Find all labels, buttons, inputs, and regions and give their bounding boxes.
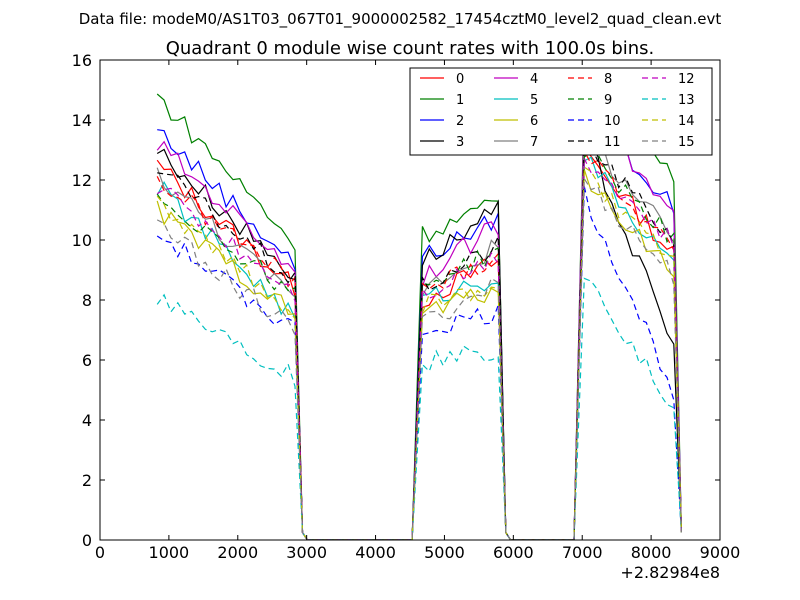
y-tick-label: 14 bbox=[72, 111, 92, 130]
x-tick-label: 8000 bbox=[631, 543, 672, 562]
series-line-12 bbox=[156, 158, 682, 540]
legend-label-13: 13 bbox=[678, 93, 695, 108]
x-tick-label: 6000 bbox=[493, 543, 534, 562]
series-line-8 bbox=[156, 148, 682, 540]
x-tick-label: 5000 bbox=[424, 543, 465, 562]
x-tick-label: 9000 bbox=[700, 543, 741, 562]
legend-label-1: 1 bbox=[456, 93, 464, 108]
legend-label-9: 9 bbox=[604, 93, 612, 108]
chart-suptitle: Data file: modeM0/AS1T03_067T01_90000025… bbox=[79, 10, 722, 29]
series-line-11 bbox=[157, 136, 682, 540]
legend-label-6: 6 bbox=[530, 114, 538, 129]
legend-label-8: 8 bbox=[604, 72, 612, 87]
series-line-6 bbox=[156, 169, 682, 540]
x-tick-label: 0 bbox=[95, 543, 105, 562]
legend-label-11: 11 bbox=[604, 135, 621, 150]
series-line-1 bbox=[156, 90, 682, 540]
legend-label-7: 7 bbox=[530, 135, 538, 150]
y-tick-label: 0 bbox=[82, 531, 92, 550]
y-tick-label: 10 bbox=[72, 231, 92, 250]
legend-label-4: 4 bbox=[530, 72, 538, 87]
series-line-3 bbox=[156, 128, 682, 540]
series-line-9 bbox=[156, 152, 682, 540]
legend-label-10: 10 bbox=[604, 114, 621, 129]
y-tick-label: 2 bbox=[82, 471, 92, 490]
legend-label-3: 3 bbox=[456, 135, 464, 150]
series-line-15 bbox=[156, 176, 682, 540]
y-tick-label: 4 bbox=[82, 411, 92, 430]
x-tick-label: 7000 bbox=[562, 543, 603, 562]
legend-box bbox=[409, 67, 713, 156]
y-tick-label: 6 bbox=[82, 351, 92, 370]
y-tick-label: 8 bbox=[82, 291, 92, 310]
y-tick-label: 12 bbox=[72, 171, 92, 190]
chart-title: Quadrant 0 module wise count rates with … bbox=[166, 38, 655, 59]
axis-ticks: 0 1000 2000 3000 4000 5000 6000 7000 8000 9000 0 2 4… bbox=[72, 51, 741, 562]
series-line-0 bbox=[156, 145, 682, 540]
legend-label-14: 14 bbox=[678, 114, 695, 129]
x-tick-label: 2000 bbox=[217, 543, 258, 562]
legend-label-0: 0 bbox=[456, 72, 464, 87]
series-line-5 bbox=[156, 156, 682, 540]
legend-label-5: 5 bbox=[530, 93, 538, 108]
y-tick-label: 16 bbox=[72, 51, 92, 70]
legend-label-12: 12 bbox=[678, 72, 695, 87]
series-line-10 bbox=[156, 186, 682, 540]
x-tick-label: 4000 bbox=[355, 543, 396, 562]
legend-label-15: 15 bbox=[678, 135, 695, 150]
series-line-14 bbox=[156, 165, 682, 540]
x-tick-label: 1000 bbox=[149, 543, 190, 562]
series-layer bbox=[156, 90, 682, 540]
x-tick-label: 3000 bbox=[286, 543, 327, 562]
x-axis-offset-label: +2.82984e8 bbox=[620, 563, 720, 582]
legend-label-2: 2 bbox=[456, 114, 464, 129]
